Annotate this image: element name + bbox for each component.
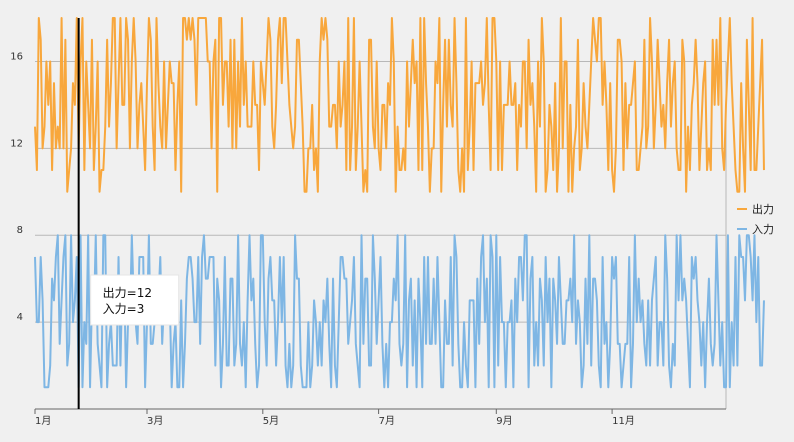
x-axis: 1月 3月 5月 7月 9月 11月 <box>34 408 726 427</box>
legend-item-0[interactable]: 出力 <box>737 202 774 216</box>
y-tick-label-8: 8 <box>17 225 23 236</box>
tooltip-line-1: 入力=3 <box>103 302 145 316</box>
x-tick-label-3: 7月 <box>379 415 395 427</box>
y-axis-tick-labels: 4 8 12 16 <box>10 51 23 323</box>
series-line-0 <box>34 17 765 193</box>
x-tick-label-4: 9月 <box>496 415 512 427</box>
tooltip: 出力=12 入力=3 <box>90 274 180 326</box>
y-tick-label-16: 16 <box>10 51 23 62</box>
y-tick-label-4: 4 <box>17 312 23 323</box>
x-tick-label-2: 5月 <box>263 415 279 427</box>
legend-item-1[interactable]: 入力 <box>737 223 774 236</box>
tooltip-box <box>90 274 180 326</box>
legend-label-1: 入力 <box>752 223 774 236</box>
x-tick-label-5: 11月 <box>612 415 635 427</box>
x-tick-label-1: 3月 <box>147 415 163 427</box>
x-tick-label-0: 1月 <box>35 415 51 427</box>
legend-label-0: 出力 <box>752 202 774 216</box>
tooltip-line-0: 出力=12 <box>103 286 152 300</box>
y-tick-label-12: 12 <box>10 138 23 149</box>
